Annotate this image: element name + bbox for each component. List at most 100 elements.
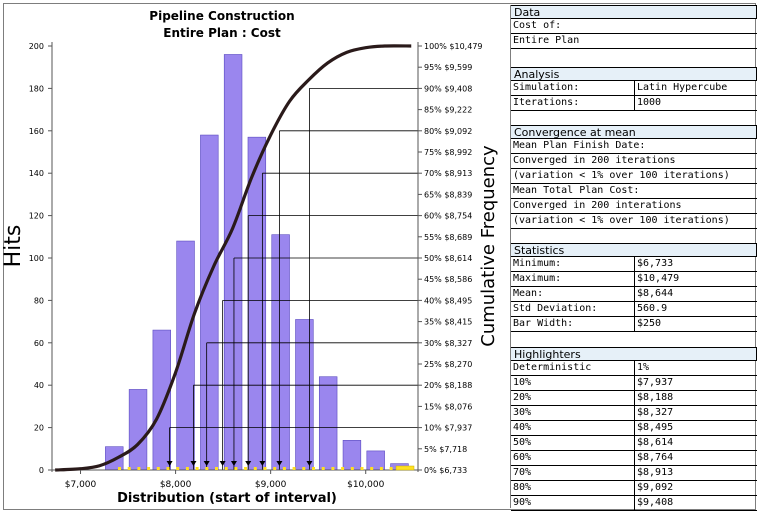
y2-tick-label: 45% $8,586 <box>424 275 472 284</box>
y2-tick-label: 100% $10,479 <box>424 42 483 51</box>
y-tick-label: 20 <box>34 424 44 433</box>
statistics-row-value: $10,479 <box>637 273 680 284</box>
analysis-section: Analysis Simulation: Latin Hypercube Itera… <box>511 67 757 111</box>
data-section: Data Cost of: Entire Plan <box>511 5 757 49</box>
highlighter-row-label: 10% <box>511 376 635 390</box>
baseline-dot <box>118 467 121 470</box>
highlighter-marker <box>166 461 173 466</box>
baseline-dot <box>205 467 209 470</box>
histogram-bar <box>318 376 338 471</box>
highlighter-marker <box>276 461 283 466</box>
statistics-row-label: Mean: <box>511 287 635 301</box>
baseline-dot <box>215 467 218 470</box>
y2-tick-label: 5% $7,718 <box>424 445 467 454</box>
convergence-line-text: (variation < 1% over 100 iterations) <box>513 170 730 181</box>
y-tick-label: 120 <box>29 212 44 221</box>
baseline-dot <box>224 467 228 470</box>
entire-plan-value: Entire Plan <box>513 35 580 46</box>
highlighter-marker <box>219 461 226 466</box>
statistics-row-value: $8,644 <box>637 288 674 299</box>
baseline-dot <box>253 467 257 470</box>
statistics-row-value: $250 <box>637 318 662 329</box>
highlighters-section-header: Highlighters <box>511 347 757 361</box>
chart-title: Pipeline Construction <box>149 9 294 23</box>
highlighter-row: 80% $9,092 <box>511 481 757 496</box>
y2-tick-label: 50% $8,614 <box>424 254 472 263</box>
y-tick-label: 200 <box>29 42 44 51</box>
histogram-bar <box>295 319 314 471</box>
baseline-dot <box>350 467 354 470</box>
highlighter-marker <box>190 461 197 466</box>
y2-tick-label: 60% $8,754 <box>424 212 472 221</box>
data-section-header: Data <box>511 5 757 19</box>
highlighter-row-value: 1% <box>637 362 650 373</box>
convergence-line-text: Mean Plan Finish Date: <box>513 140 646 151</box>
baseline-dot <box>147 467 151 470</box>
y-tick-label: 0 <box>39 466 44 475</box>
analysis-row: Simulation: Latin Hypercube <box>511 81 757 96</box>
baseline-dot <box>195 467 199 470</box>
convergence-line-text: Mean Total Plan Cost: <box>513 185 640 196</box>
statistics-row: Mean: $8,644 <box>511 287 757 302</box>
baseline-dot <box>263 467 267 470</box>
y-tick-label: 160 <box>29 127 44 136</box>
statistics-panel: Data Cost of: Entire Plan Analysis Simul… <box>510 5 757 511</box>
baseline-dot <box>292 467 296 470</box>
baseline-dot <box>379 467 383 470</box>
x-tick-label: $9,000 <box>255 480 287 490</box>
statistics-row-value: 560.9 <box>637 303 668 314</box>
y-tick-label: 40 <box>34 381 44 390</box>
y-tick-label: 100 <box>29 254 44 263</box>
histogram-bar <box>200 134 219 471</box>
y2-axis-label: Cumulative Frequency <box>478 145 499 347</box>
convergence-line: Mean Total Plan Cost: <box>511 184 757 199</box>
highlighter-row: 10% $7,937 <box>511 376 757 391</box>
highlighter-row-label: 40% <box>511 421 635 435</box>
convergence-line: Mean Plan Finish Date: <box>511 139 757 154</box>
y2-tick-label: 40% $8,495 <box>424 296 472 305</box>
convergence-line: Converged in 200 iterations <box>511 154 757 169</box>
baseline-dot <box>331 467 335 470</box>
highlighter-row: 50% $8,614 <box>511 436 757 451</box>
highlighter-row: 60% $8,764 <box>511 451 757 466</box>
highlighter-row-value: $8,913 <box>637 467 674 478</box>
statistics-row-label: Minimum: <box>511 257 635 271</box>
analysis-row: Iterations: 1000 <box>511 96 757 111</box>
statistics-row-label: Maximum: <box>511 272 635 286</box>
convergence-line: (variation < 1% over 100 iterations) <box>511 214 757 229</box>
y-axis-label: Hits <box>1 225 26 268</box>
baseline-dot <box>185 467 189 470</box>
highlighter-marker <box>245 461 252 466</box>
histogram-bar <box>271 234 290 471</box>
y2-tick-label: 20% $8,188 <box>424 381 472 390</box>
y2-tick-label: 70% $8,913 <box>424 169 472 178</box>
y2-tick-label: 65% $8,839 <box>424 190 472 199</box>
highlighter-row: 90% $9,408 <box>511 496 757 511</box>
highlighter-row-label: 60% <box>511 451 635 465</box>
baseline-dot <box>137 467 141 470</box>
x-axis-label: Distribution (start of interval) <box>117 491 337 506</box>
statistics-row-label: Bar Width: <box>511 317 635 331</box>
highlighter-row-value: $8,764 <box>637 452 674 463</box>
y2-tick-label: 80% $9,092 <box>424 127 472 136</box>
analysis-row-value: 1000 <box>637 97 662 108</box>
highlighter-row-value: $7,937 <box>637 377 674 388</box>
cost-of-label: Cost of: <box>513 20 562 31</box>
baseline-dot <box>273 467 277 470</box>
y2-tick-label: 75% $8,992 <box>424 148 472 157</box>
highlighter-row: 70% $8,913 <box>511 466 757 481</box>
baseline-dot <box>321 467 325 470</box>
highlighter-row-label: 70% <box>511 466 635 480</box>
highlighter-marker <box>203 461 210 466</box>
y2-tick-label: 95% $9,599 <box>424 63 472 72</box>
highlighter-row-value: $9,408 <box>637 497 674 508</box>
baseline-dot <box>360 467 364 470</box>
baseline-dot <box>312 467 315 470</box>
statistics-row-value: $6,733 <box>637 258 674 269</box>
highlighter-row-label: Deterministic <box>511 361 635 375</box>
highlighter-row: 20% $8,188 <box>511 391 757 406</box>
x-tick-label: $7,000 <box>65 480 97 490</box>
baseline-dot <box>234 467 238 470</box>
highlighter-row-label: 50% <box>511 436 635 450</box>
highlighter-marker <box>230 461 237 466</box>
